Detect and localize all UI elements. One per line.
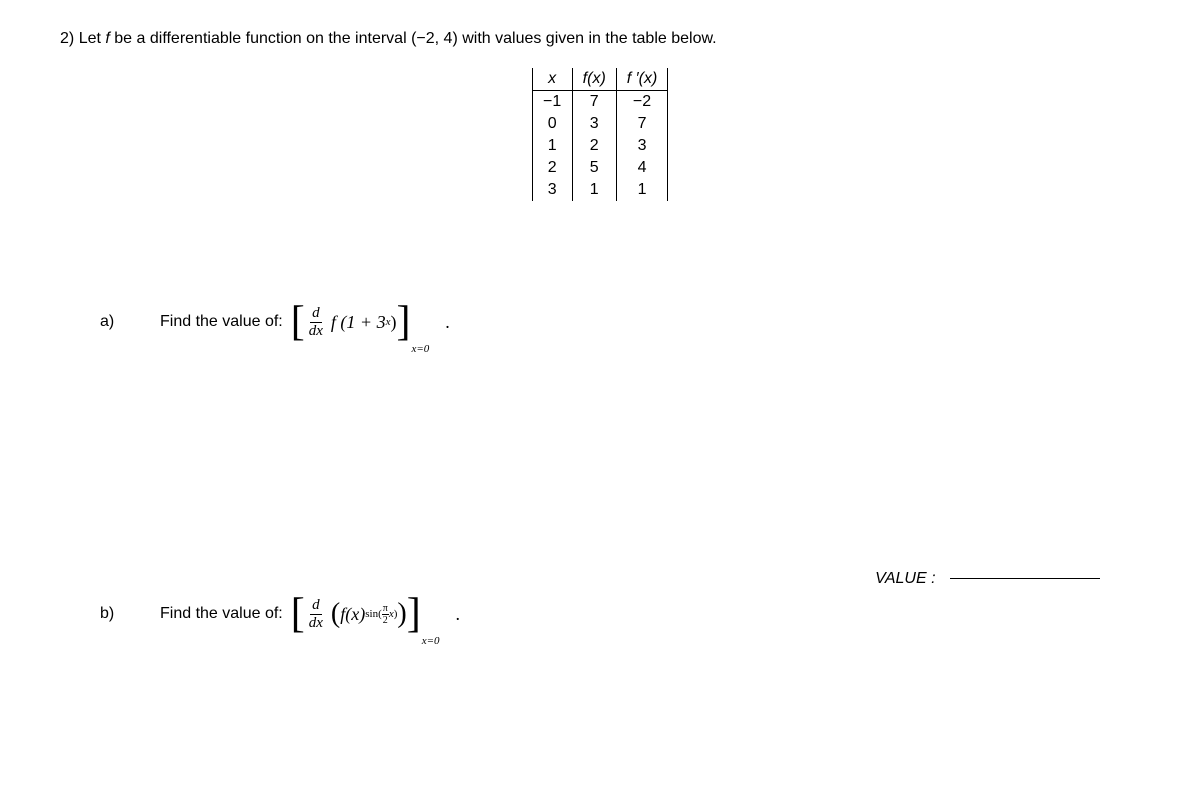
subscript-x0: x=0 bbox=[411, 343, 429, 355]
table-row: 123 bbox=[532, 135, 668, 157]
table-row: 037 bbox=[532, 113, 668, 135]
problem-statement: 2) Let f be a differentiable function on… bbox=[60, 30, 1140, 48]
part-a: a) Find the value of: [ d dx f (1 + 3x) … bbox=[60, 301, 1140, 343]
table-cell: 2 bbox=[572, 135, 616, 157]
part-a-content: Find the value of: [ d dx f (1 + 3x) ] x… bbox=[160, 301, 450, 343]
table-cell: 1 bbox=[572, 179, 616, 201]
function-table: x f(x) f ′(x) −17−2037123254311 bbox=[532, 68, 669, 201]
frac-d-b: d bbox=[310, 597, 322, 615]
table-cell: 7 bbox=[572, 91, 616, 114]
exponent-b: sin(π2x) bbox=[365, 603, 397, 626]
x-arg-b: (x) bbox=[345, 604, 365, 625]
table-container: x f(x) f ′(x) −17−2037123254311 bbox=[60, 68, 1140, 201]
period: . bbox=[445, 312, 450, 333]
header-fx: f(x) bbox=[572, 68, 616, 91]
pi-num: π bbox=[382, 603, 389, 615]
open-paren-b: ( bbox=[331, 598, 340, 630]
table-row: 311 bbox=[532, 179, 668, 201]
part-a-expression: [ d dx f (1 + 3x) ] x=0 . bbox=[291, 301, 450, 343]
sin-b: sin bbox=[365, 608, 378, 620]
table-row: −17−2 bbox=[532, 91, 668, 114]
part-a-label: a) bbox=[60, 313, 160, 331]
table-cell: 3 bbox=[532, 179, 572, 201]
problem-text-3: with values given in the table below. bbox=[458, 30, 717, 47]
problem-text-1: Let bbox=[79, 30, 106, 47]
table-cell: 5 bbox=[572, 157, 616, 179]
frac-dx-b: dx bbox=[307, 615, 325, 632]
table-cell: 1 bbox=[616, 179, 668, 201]
table-cell: 3 bbox=[572, 113, 616, 135]
part-b: b) Find the value of: [ d dx ( f(x) sin(… bbox=[60, 593, 1140, 635]
pi-over-2: π2 bbox=[382, 603, 389, 626]
two-den: 2 bbox=[382, 615, 389, 626]
bracket-right-b: ] bbox=[407, 593, 421, 635]
bracket-left: [ bbox=[291, 301, 305, 343]
table-cell: 0 bbox=[532, 113, 572, 135]
period-b: . bbox=[456, 604, 461, 625]
part-b-content: Find the value of: [ d dx ( f(x) sin(π2x… bbox=[160, 593, 460, 635]
part-b-label: b) bbox=[60, 605, 160, 623]
table-cell: −2 bbox=[616, 91, 668, 114]
frac-dx: dx bbox=[307, 323, 325, 340]
frac-d: d bbox=[310, 305, 322, 323]
bracket-left-b: [ bbox=[291, 593, 305, 635]
table-header-row: x f(x) f ′(x) bbox=[532, 68, 668, 91]
table-cell: 7 bbox=[616, 113, 668, 135]
part-b-expression: [ d dx ( f(x) sin(π2x) ) ] x=0 . bbox=[291, 593, 460, 635]
func-text: f (1 + 3 bbox=[331, 312, 386, 333]
close-paren-b: ) bbox=[397, 598, 406, 630]
table-cell: 1 bbox=[532, 135, 572, 157]
value-answer-line: VALUE : bbox=[875, 570, 1100, 588]
d-dx-fraction-b: d dx bbox=[307, 597, 325, 632]
answer-blank bbox=[950, 578, 1100, 579]
part-a-prompt: Find the value of: bbox=[160, 313, 283, 331]
problem-text-2: be a differentiable function on the inte… bbox=[110, 30, 411, 47]
problem-number: 2) bbox=[60, 30, 74, 47]
table-cell: −1 bbox=[532, 91, 572, 114]
bracket-right: ] bbox=[396, 301, 410, 343]
table-cell: 4 bbox=[616, 157, 668, 179]
value-label: VALUE : bbox=[875, 570, 935, 587]
part-b-prompt: Find the value of: bbox=[160, 605, 283, 623]
interval: (−2, 4) bbox=[411, 30, 458, 47]
table-cell: 2 bbox=[532, 157, 572, 179]
subscript-x0-b: x=0 bbox=[422, 635, 440, 647]
d-dx-fraction: d dx bbox=[307, 305, 325, 340]
header-fpx: f ′(x) bbox=[616, 68, 668, 91]
table-cell: 3 bbox=[616, 135, 668, 157]
header-x: x bbox=[532, 68, 572, 91]
table-row: 254 bbox=[532, 157, 668, 179]
